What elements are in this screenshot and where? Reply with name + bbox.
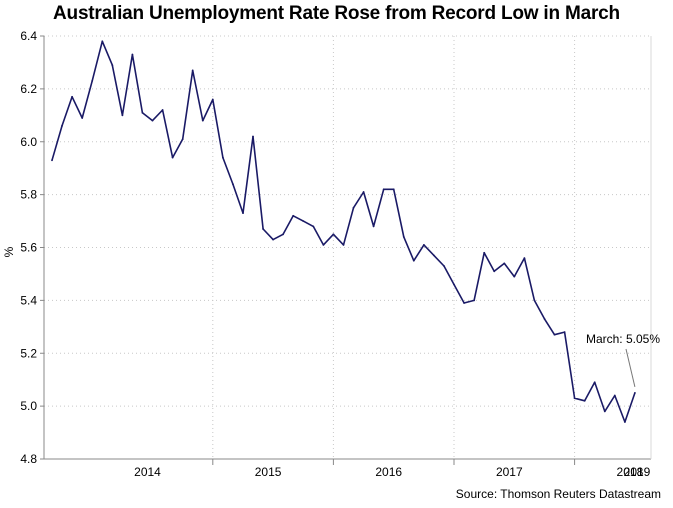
- data-point: [232, 183, 234, 186]
- data-point: [583, 399, 586, 402]
- data-point: [382, 188, 385, 191]
- data-point: [503, 262, 506, 265]
- grid: [44, 35, 651, 459]
- data-point: [322, 244, 325, 246]
- data-point: [453, 283, 455, 286]
- x-tick-label: 2014: [134, 465, 161, 479]
- data-point: [191, 69, 194, 72]
- data-point: [302, 220, 305, 223]
- data-point: [493, 270, 496, 273]
- data-point: [61, 125, 63, 127]
- y-tick-label: 5.6: [20, 241, 37, 255]
- data-point: [573, 397, 576, 400]
- data-point: [483, 251, 486, 254]
- annotation-label: March: 5.05%: [586, 332, 660, 346]
- y-tick-label: 5.4: [20, 293, 37, 307]
- data-point: [161, 109, 164, 111]
- y-tick-label: 5.2: [20, 346, 37, 360]
- data-point: [533, 299, 536, 302]
- data-point: [543, 318, 546, 320]
- data-point: [181, 138, 184, 141]
- data-point: [121, 114, 124, 117]
- data-point: [171, 156, 174, 159]
- x-tick-label: 2017: [496, 465, 523, 479]
- data-point: [101, 40, 104, 43]
- y-tick-label: 5.0: [20, 399, 37, 413]
- x-tick-label: 2018: [617, 465, 644, 479]
- y-tick-label: 6.4: [20, 29, 37, 43]
- data-point: [312, 225, 315, 228]
- data-point: [634, 392, 636, 394]
- y-tick-label: 5.8: [20, 188, 37, 202]
- source-note: Source: Thomson Reuters Datastream: [455, 487, 661, 501]
- data-point: [292, 214, 295, 217]
- data-point: [201, 119, 204, 122]
- data-point: [332, 233, 335, 236]
- data-point: [473, 299, 475, 302]
- data-point: [392, 188, 395, 191]
- data-point: [624, 421, 626, 423]
- data-series: [51, 40, 636, 423]
- data-point: [412, 259, 415, 262]
- data-point: [443, 265, 445, 267]
- data-point: [211, 98, 214, 101]
- data-point: [613, 394, 616, 397]
- data-point: [553, 333, 556, 336]
- data-point: [513, 275, 516, 278]
- x-tick-label: 2015: [255, 465, 282, 479]
- data-point: [402, 236, 405, 238]
- y-tick-label: 6.0: [20, 135, 37, 149]
- chart-title: Australian Unemployment Rate Rose from R…: [53, 3, 620, 24]
- x-tick-label: 2019: [624, 465, 651, 479]
- data-point: [372, 225, 375, 228]
- annotation: March: 5.05%: [586, 332, 660, 388]
- data-point: [352, 206, 355, 209]
- data-point: [523, 257, 526, 259]
- data-point: [282, 233, 284, 236]
- axes: [40, 35, 652, 465]
- data-point: [111, 64, 114, 66]
- x-tick-label: 2016: [375, 465, 402, 479]
- data-point: [423, 244, 425, 246]
- data-point: [252, 135, 254, 138]
- y-tick-label: 4.8: [20, 452, 37, 466]
- data-point: [603, 410, 606, 413]
- data-point: [151, 119, 154, 122]
- data-point: [91, 80, 94, 82]
- annotation-leader-line: [625, 348, 636, 388]
- data-point: [463, 302, 465, 304]
- data-point: [131, 53, 134, 56]
- data-point: [81, 117, 84, 119]
- data-point: [71, 95, 73, 98]
- data-point: [262, 228, 264, 230]
- data-point: [242, 212, 244, 215]
- data-point: [141, 111, 144, 114]
- data-point: [593, 381, 596, 384]
- y-tick-label: 6.2: [20, 82, 37, 96]
- tick-labels: 4.8 5.0 5.2 5.4 5.6 5.8 6.0 6.2 6.4 2014 2015 2016 2…: [2, 29, 651, 479]
- data-point: [272, 238, 274, 241]
- data-point: [362, 191, 365, 193]
- series-line: [51, 40, 636, 423]
- data-point: [222, 156, 224, 159]
- data-point: [433, 254, 435, 257]
- y-axis-label: %: [2, 246, 16, 257]
- data-point: [563, 331, 566, 333]
- data-point: [342, 244, 345, 246]
- data-point: [51, 159, 53, 162]
